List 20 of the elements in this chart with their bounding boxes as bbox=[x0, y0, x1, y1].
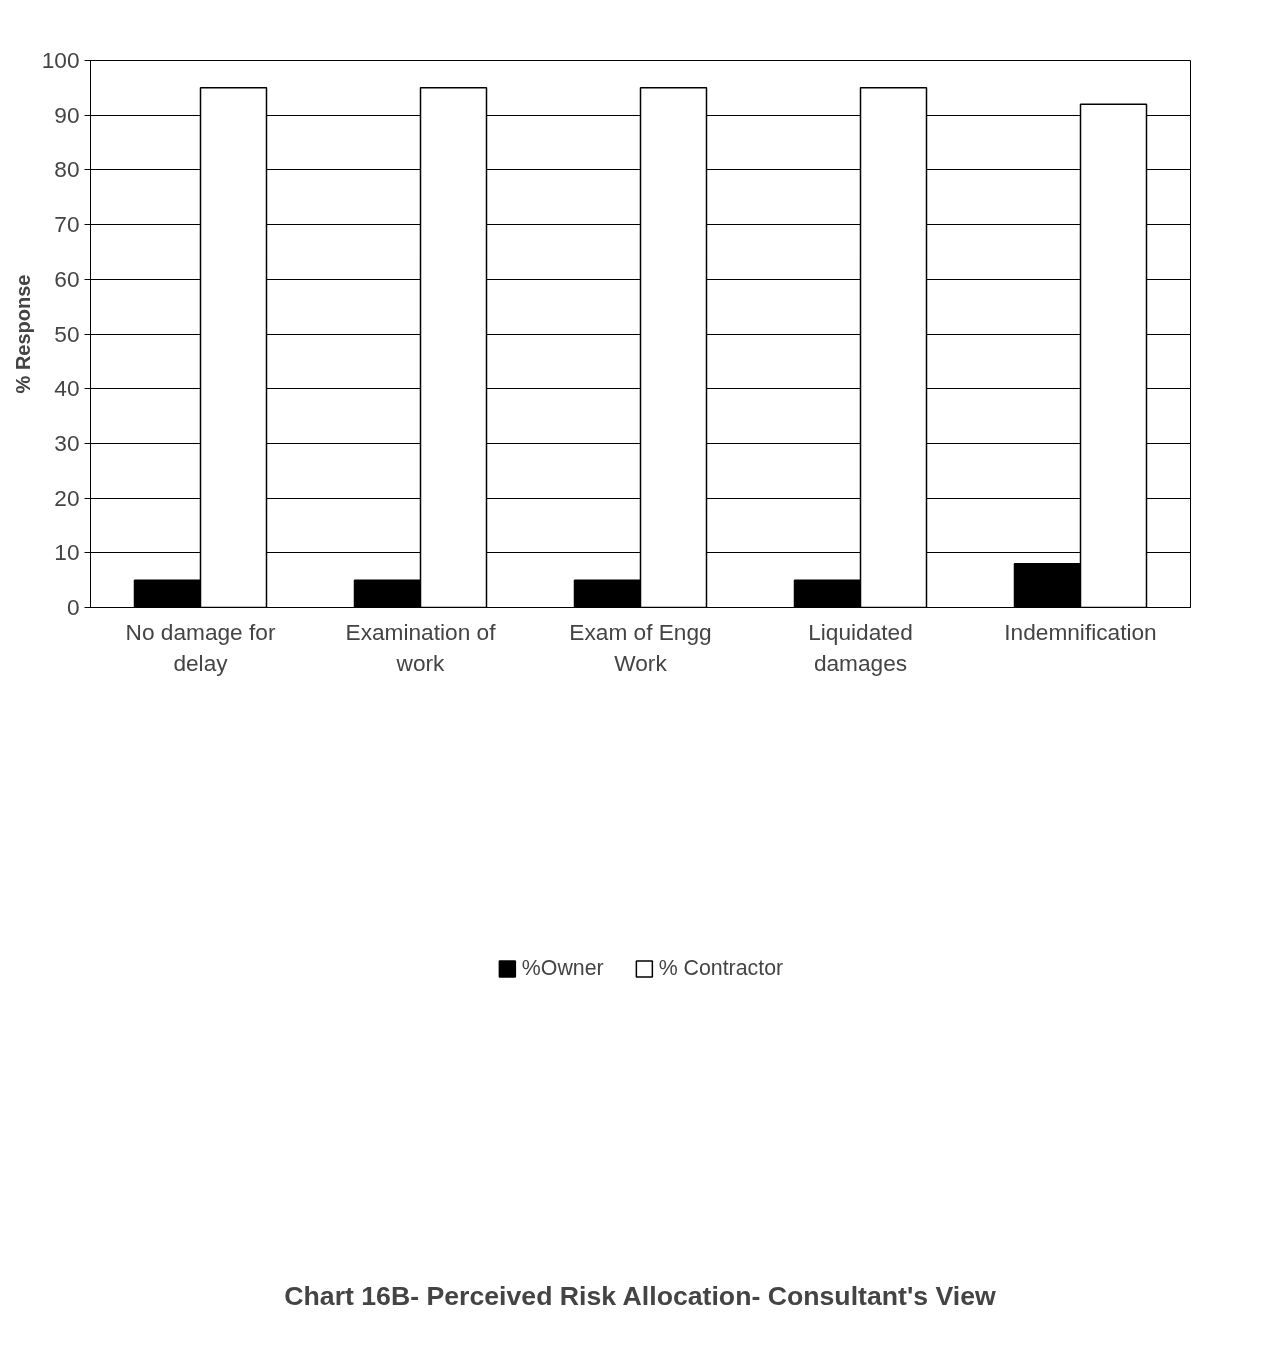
y-tick-label: 60 bbox=[54, 265, 80, 292]
x-tick-label: Exam of Engg Work bbox=[569, 618, 712, 676]
legend-label: % Contractor bbox=[658, 955, 784, 981]
y-tick-label: 50 bbox=[54, 320, 80, 347]
x-tick-label: No damage for delay bbox=[125, 618, 276, 676]
y-axis-title: % Response bbox=[11, 274, 34, 394]
x-tick-label: Indemnification bbox=[1004, 618, 1157, 645]
y-tick-label: 40 bbox=[54, 375, 80, 402]
y-tick-label: 70 bbox=[54, 211, 80, 238]
y-tick-label: 10 bbox=[54, 539, 80, 566]
y-tick-label: 80 bbox=[54, 156, 80, 183]
y-tick-label: 90 bbox=[54, 101, 80, 128]
legend-label: %Owner bbox=[521, 955, 604, 981]
x-tick-label: Examination of work bbox=[345, 618, 497, 676]
x-tick-label: Liquidated damages bbox=[808, 618, 913, 676]
y-tick-label: 100 bbox=[41, 47, 80, 73]
y-tick-label: 30 bbox=[54, 429, 80, 456]
y-tick-label: 0 bbox=[66, 594, 80, 620]
text: Chart 16B- Perceived Risk Allocation- Consultant's View bbox=[284, 1280, 996, 1311]
y-tick-label: 20 bbox=[54, 484, 80, 511]
